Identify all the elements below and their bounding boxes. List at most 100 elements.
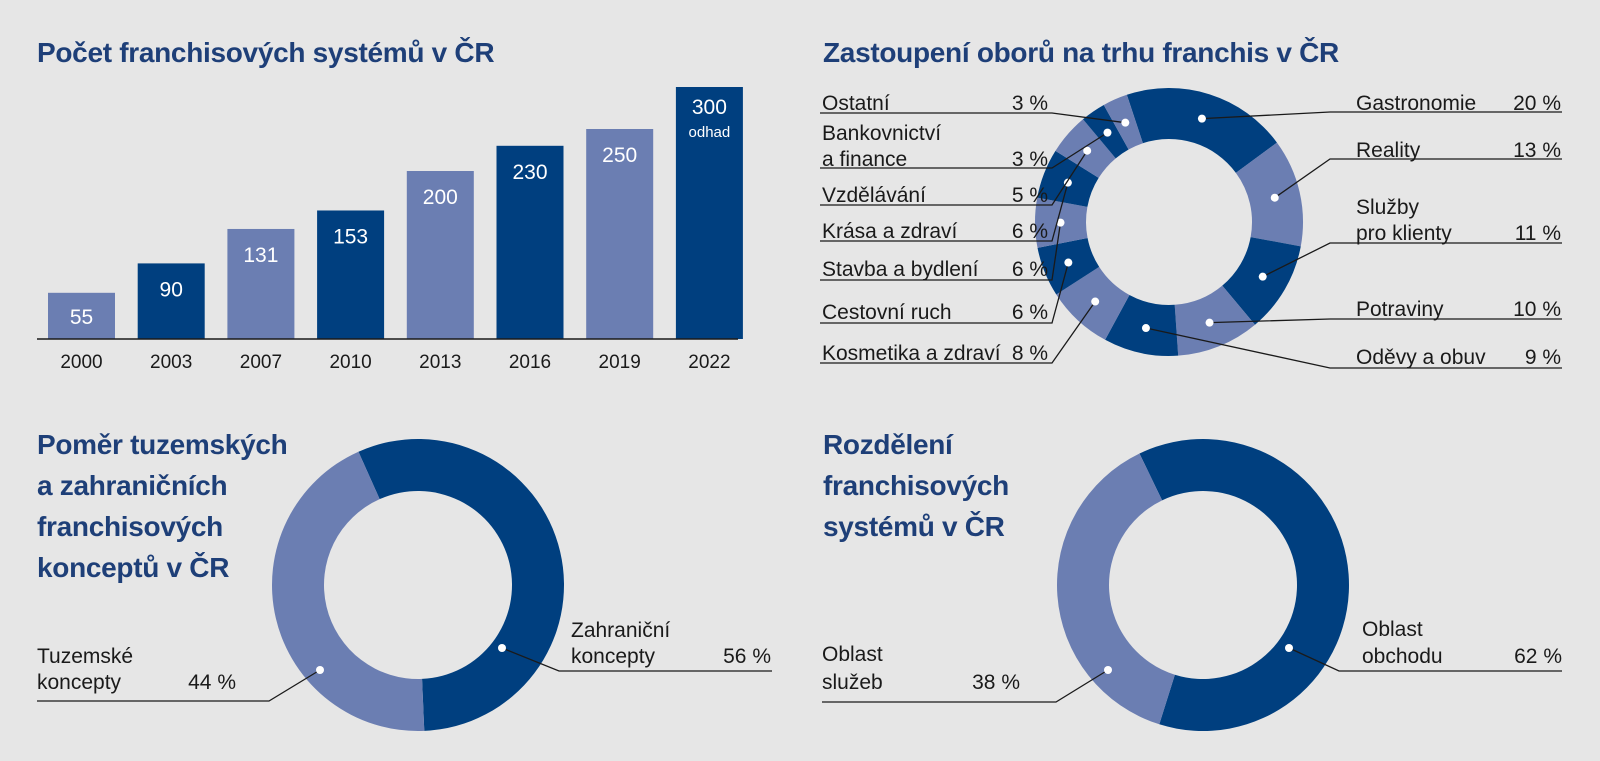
slice-value: 3 %: [1012, 92, 1048, 115]
x-tick-label: 2019: [599, 352, 641, 373]
bar: [675, 87, 743, 339]
origin-donut-title: Poměr tuzemských a zahraničních franchis…: [37, 429, 288, 583]
leader-dot: [1197, 114, 1206, 123]
slice-label: Reality: [1356, 139, 1421, 162]
leader-line: [1274, 158, 1562, 199]
slice-label: Tuzemské: [37, 645, 133, 668]
slice-value: 10 %: [1513, 298, 1561, 321]
slice-label: Krása a zdraví: [822, 220, 958, 243]
slice-value: 13 %: [1513, 139, 1561, 162]
donut-slice: [1235, 142, 1303, 247]
bar-value-label: 300: [692, 96, 727, 119]
bar-value-label: 131: [243, 244, 278, 267]
sector-donut: Oblast obchodu 62 % Oblast služeb 38 %: [822, 438, 1562, 731]
slice-value: 6 %: [1012, 258, 1048, 281]
industry-donut: Gastronomie 20 % Reality 13 % Služby pro klie…: [820, 87, 1562, 369]
bar-value-label: 200: [423, 186, 458, 209]
slice-label: Gastronomie: [1356, 92, 1476, 115]
bar: [406, 171, 474, 339]
slice-label: koncepty: [37, 671, 122, 694]
leader-dot: [1141, 324, 1150, 333]
leader-dot: [1056, 218, 1065, 227]
bar-value-label: 230: [512, 161, 547, 184]
leader-line: [820, 262, 1069, 324]
x-tick-label: 2003: [150, 352, 192, 373]
leader-dot: [1091, 297, 1100, 306]
leader-dot: [1205, 318, 1214, 327]
leader-line: [1288, 647, 1562, 672]
x-tick-label: 2000: [60, 352, 102, 373]
slice-label: Ostatní: [822, 92, 890, 115]
leader-line: [1262, 242, 1562, 278]
slice-value: 44 %: [188, 671, 236, 694]
slice-label: Vzdělávání: [822, 184, 926, 207]
leader-dot: [498, 644, 506, 652]
sector-title-line: franchisových: [823, 470, 1009, 501]
slice-label: Oblast: [1362, 618, 1423, 641]
bar: [496, 145, 564, 339]
bar: [48, 292, 115, 339]
bar: [137, 263, 205, 339]
bar-value-label: 90: [160, 278, 183, 301]
origin-title-line: franchisových: [37, 511, 223, 542]
leader-dot: [316, 666, 324, 674]
slice-label: a finance: [822, 148, 907, 171]
x-tick-label: 2022: [688, 352, 730, 373]
donut-slice: [1222, 237, 1301, 325]
bar: [317, 210, 385, 339]
donut-slice: [1105, 294, 1179, 356]
slice-label: Zahraniční: [571, 619, 670, 642]
slice-label: koncepty: [571, 645, 656, 668]
slice-value: 56 %: [723, 645, 771, 668]
slice-value: 11 %: [1515, 222, 1561, 245]
slice-value: 5 %: [1012, 184, 1048, 207]
leader-line: [820, 132, 1108, 169]
leader-line: [1201, 111, 1562, 120]
leader-line: [820, 182, 1069, 242]
sector-title-line: systémů v ČR: [823, 510, 1005, 542]
leader-line: [37, 669, 321, 702]
slice-label: pro klienty: [1356, 222, 1452, 245]
donut-slice: [1139, 438, 1349, 731]
slice-label: Oděvy a obuv: [1356, 346, 1486, 369]
leader-dot: [1103, 128, 1112, 137]
bar-value-label: 153: [333, 225, 368, 248]
slice-label: Bankovnictví: [822, 122, 941, 145]
slice-label: obchodu: [1362, 645, 1443, 668]
leader-line: [820, 301, 1096, 364]
leader-line: [501, 647, 772, 672]
leader-line: [820, 222, 1062, 281]
donut-slice: [1057, 453, 1175, 725]
slice-label: Stavba a bydlení: [822, 258, 979, 281]
slice-label: služeb: [822, 671, 883, 694]
bar: [586, 129, 654, 339]
leader-dot: [1104, 666, 1112, 674]
leader-line: [1145, 327, 1562, 369]
bar-value-label: 250: [602, 144, 637, 167]
slice-value: 38 %: [972, 671, 1020, 694]
slice-label: Cestovní ruch: [822, 301, 952, 324]
slice-value: 9 %: [1525, 346, 1561, 369]
leader-line: [820, 112, 1126, 124]
slice-value: 20 %: [1513, 92, 1561, 115]
x-tick-label: 2013: [419, 352, 461, 373]
leader-dot: [1064, 258, 1073, 267]
donut-slice: [1126, 87, 1277, 173]
industry-donut-title: Zastoupení oborů na trhu franchis v ČR: [823, 36, 1339, 68]
bar-chart-title: Počet franchisových systémů v ČR: [37, 36, 494, 68]
leader-dot: [1285, 644, 1293, 652]
slice-label: Potraviny: [1356, 298, 1444, 321]
origin-donut: Zahraniční koncepty 56 % Tuzemské koncepty 44…: [37, 439, 772, 731]
sector-title-line: Rozdělení: [823, 429, 954, 460]
slice-value: 6 %: [1012, 220, 1048, 243]
slice-value: 6 %: [1012, 301, 1048, 324]
x-tick-label: 2016: [509, 352, 551, 373]
slice-label: Služby: [1356, 196, 1420, 219]
slice-value: 62 %: [1514, 645, 1562, 668]
bar-chart: 55 2000 90 2003 131 2007 153 2010 200 2013 230 2016…: [37, 87, 743, 373]
slice-value: 3 %: [1012, 148, 1048, 171]
leader-line: [1209, 318, 1562, 324]
origin-title-line: a zahraničních: [37, 470, 227, 501]
bar-annotation: odhad: [689, 124, 731, 141]
